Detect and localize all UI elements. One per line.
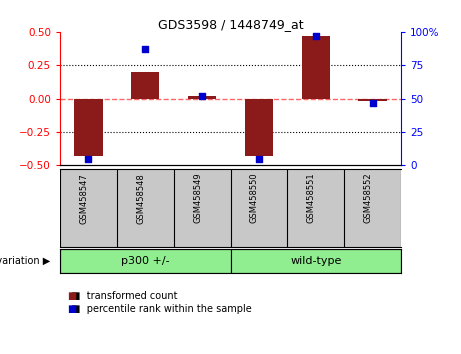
Text: ■: ■ xyxy=(67,304,76,314)
Text: ■: ■ xyxy=(67,291,76,301)
Bar xyxy=(245,99,273,156)
Text: GSM458547: GSM458547 xyxy=(79,173,89,224)
Text: GSM458551: GSM458551 xyxy=(307,173,316,223)
Text: ■  percentile rank within the sample: ■ percentile rank within the sample xyxy=(65,304,251,314)
Point xyxy=(85,156,92,161)
Point xyxy=(369,100,376,105)
Bar xyxy=(188,96,216,99)
Bar xyxy=(60,249,230,273)
Bar xyxy=(74,99,102,156)
Text: p300 +/-: p300 +/- xyxy=(121,256,170,266)
Text: wild-type: wild-type xyxy=(290,256,342,266)
Bar xyxy=(301,36,330,99)
Title: GDS3598 / 1448749_at: GDS3598 / 1448749_at xyxy=(158,18,303,31)
Text: GSM458549: GSM458549 xyxy=(193,173,202,223)
Point xyxy=(312,33,319,39)
Bar xyxy=(131,72,160,99)
Bar xyxy=(358,99,387,101)
Point xyxy=(142,46,149,52)
Text: ■  transformed count: ■ transformed count xyxy=(65,291,177,301)
Point xyxy=(255,156,263,161)
Text: GSM458552: GSM458552 xyxy=(364,173,372,223)
Text: GSM458548: GSM458548 xyxy=(136,173,145,224)
Text: genotype/variation ▶: genotype/variation ▶ xyxy=(0,256,51,266)
Text: GSM458550: GSM458550 xyxy=(250,173,259,223)
Bar xyxy=(230,249,401,273)
Point xyxy=(198,93,206,99)
